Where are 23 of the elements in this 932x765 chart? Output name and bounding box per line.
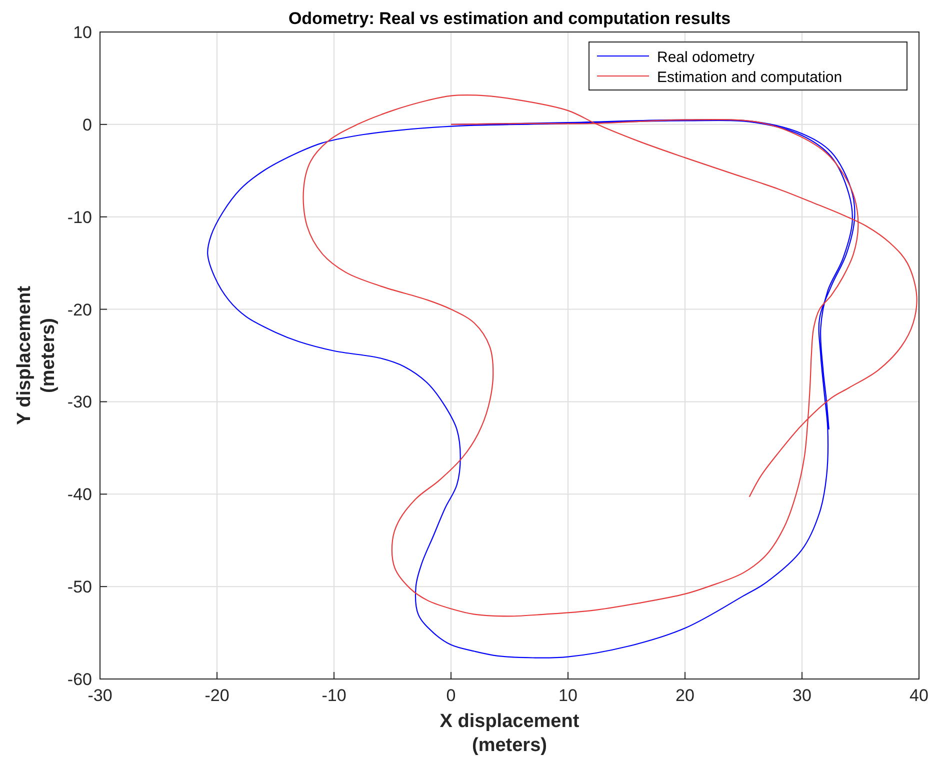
y-tick-label: -60 bbox=[67, 670, 92, 689]
legend-label: Estimation and computation bbox=[657, 69, 842, 86]
x-tick-label: 40 bbox=[910, 686, 928, 705]
x-tick-label: -30 bbox=[88, 686, 112, 705]
x-axis-title: X displacement (meters) bbox=[440, 711, 580, 756]
y-tick-label: 10 bbox=[73, 23, 92, 42]
y-tick-label: -30 bbox=[67, 392, 92, 412]
y-tick-label: 0 bbox=[82, 115, 92, 134]
chart-title: Odometry: Real vs estimation and computation results bbox=[288, 9, 731, 28]
x-tick-label: 20 bbox=[676, 686, 694, 705]
line-series bbox=[303, 94, 918, 617]
x-tick-label: -20 bbox=[204, 686, 230, 705]
y-tick-label: -50 bbox=[67, 578, 92, 597]
y-axis-title: Y displacement (meters) bbox=[14, 285, 59, 426]
x-tick-label: 30 bbox=[792, 686, 812, 705]
x-tick-label: 0 bbox=[446, 686, 456, 705]
y-tick-label: -40 bbox=[67, 485, 92, 504]
legend-label: Real odometry bbox=[657, 49, 756, 66]
x-tick-label: 10 bbox=[558, 686, 578, 705]
y-tick-label: -20 bbox=[67, 300, 92, 320]
line-series bbox=[207, 119, 856, 658]
y-tick-label: -10 bbox=[67, 208, 92, 227]
x-tick-label: -10 bbox=[322, 686, 346, 705]
